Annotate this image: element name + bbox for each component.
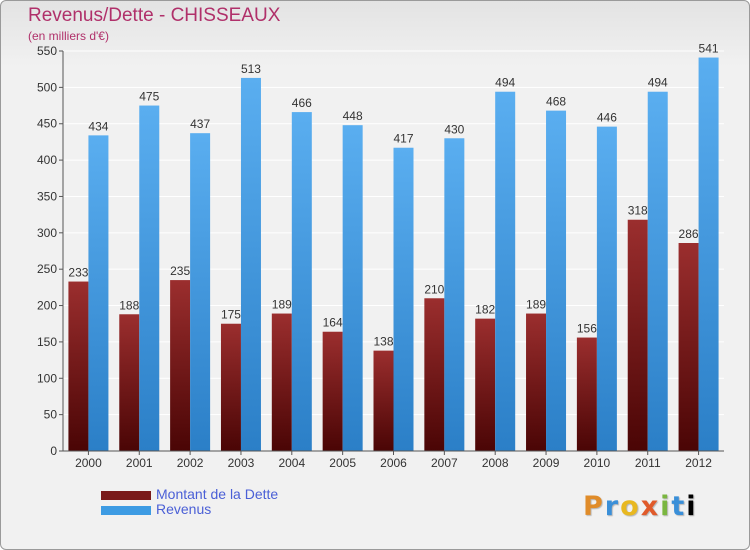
- data-label-debt: 235: [170, 264, 190, 278]
- x-tick-label: 2000: [75, 456, 102, 470]
- x-tick-label: 2005: [329, 456, 356, 470]
- data-label-debt: 286: [679, 227, 699, 241]
- bar-debt: [271, 313, 292, 451]
- bar-revenue: [342, 125, 363, 451]
- bar-revenue: [444, 138, 465, 452]
- bar-debt: [627, 219, 648, 451]
- data-label-debt: 318: [628, 204, 648, 218]
- bar-debt: [526, 313, 547, 451]
- data-label-debt: 175: [221, 308, 241, 322]
- data-label-revenue: 475: [139, 90, 159, 104]
- x-tick-label: 2010: [584, 456, 611, 470]
- data-label-revenue: 494: [648, 76, 668, 90]
- x-tick-label: 2007: [431, 456, 458, 470]
- data-label-revenue: 513: [241, 62, 261, 76]
- x-tick-label: 2004: [278, 456, 305, 470]
- bar-debt: [373, 350, 394, 451]
- legend-label-revenue: Revenus: [156, 501, 212, 517]
- bar-debt: [678, 243, 699, 451]
- bar-revenue: [291, 112, 312, 451]
- y-tick-label: 100: [37, 371, 57, 385]
- legend-swatch-revenue: [101, 506, 151, 515]
- bar-revenue: [139, 105, 160, 451]
- data-label-debt: 164: [323, 316, 343, 330]
- chart-title: Revenus/Dette - CHISSEAUX: [28, 5, 281, 26]
- x-tick-label: 2011: [635, 456, 661, 470]
- data-label-debt: 189: [272, 298, 292, 312]
- y-tick-label: 0: [50, 444, 57, 458]
- data-label-debt: 138: [373, 335, 393, 349]
- x-tick-label: 2006: [380, 456, 407, 470]
- bar-revenue: [190, 133, 211, 451]
- bar-revenue: [393, 147, 414, 451]
- legend-swatch-debt: [101, 491, 151, 500]
- data-label-revenue: 446: [597, 111, 617, 125]
- bar-debt: [322, 331, 343, 451]
- data-label-revenue: 437: [190, 117, 210, 131]
- data-label-revenue: 468: [546, 95, 566, 109]
- x-tick-label: 2008: [482, 456, 509, 470]
- bar-debt: [424, 298, 445, 451]
- x-tick-label: 2009: [533, 456, 560, 470]
- y-tick-label: 150: [37, 335, 57, 349]
- data-label-revenue: 494: [495, 76, 515, 90]
- data-label-debt: 233: [68, 266, 88, 280]
- data-label-debt: 189: [526, 298, 546, 312]
- data-label-revenue: 430: [444, 122, 464, 136]
- bar-debt: [576, 337, 597, 451]
- bar-revenue: [546, 110, 567, 452]
- y-tick-label: 300: [37, 226, 57, 240]
- data-label-debt: 188: [119, 298, 139, 312]
- proxiti-logo: Proxiti: [583, 491, 698, 522]
- data-label-revenue: 466: [292, 96, 312, 110]
- bar-revenue: [647, 91, 668, 452]
- y-tick-label: 450: [37, 117, 57, 131]
- y-tick-label: 550: [37, 44, 57, 58]
- data-label-debt: 210: [424, 282, 444, 296]
- bar-revenue: [596, 126, 617, 452]
- data-label-revenue: 541: [699, 42, 719, 56]
- bar-debt: [220, 323, 241, 451]
- chart-subtitle: (en milliers d'€): [28, 29, 109, 43]
- bar-debt: [475, 318, 496, 451]
- y-tick-label: 50: [44, 408, 58, 422]
- data-label-revenue: 417: [393, 132, 413, 146]
- bar-debt: [68, 281, 89, 451]
- y-tick-label: 250: [37, 262, 57, 276]
- y-tick-label: 200: [37, 299, 57, 313]
- bar-revenue: [495, 91, 516, 452]
- y-tick-label: 350: [37, 189, 57, 203]
- bar-revenue: [698, 57, 719, 451]
- x-tick-label: 2001: [126, 456, 153, 470]
- y-tick-label: 400: [37, 153, 57, 167]
- bar-revenue: [88, 135, 109, 451]
- x-tick-label: 2002: [177, 456, 204, 470]
- x-tick-label: 2003: [228, 456, 255, 470]
- x-tick-label: 2012: [685, 456, 712, 470]
- bar-debt: [119, 314, 140, 451]
- bar-revenue: [240, 77, 261, 451]
- bar-debt: [170, 280, 191, 451]
- data-label-debt: 182: [475, 303, 495, 317]
- data-label-revenue: 448: [343, 109, 363, 123]
- data-label-revenue: 434: [88, 119, 108, 133]
- y-tick-label: 500: [37, 80, 57, 94]
- data-label-debt: 156: [577, 322, 597, 336]
- legend-label-debt: Montant de la Dette: [156, 486, 279, 502]
